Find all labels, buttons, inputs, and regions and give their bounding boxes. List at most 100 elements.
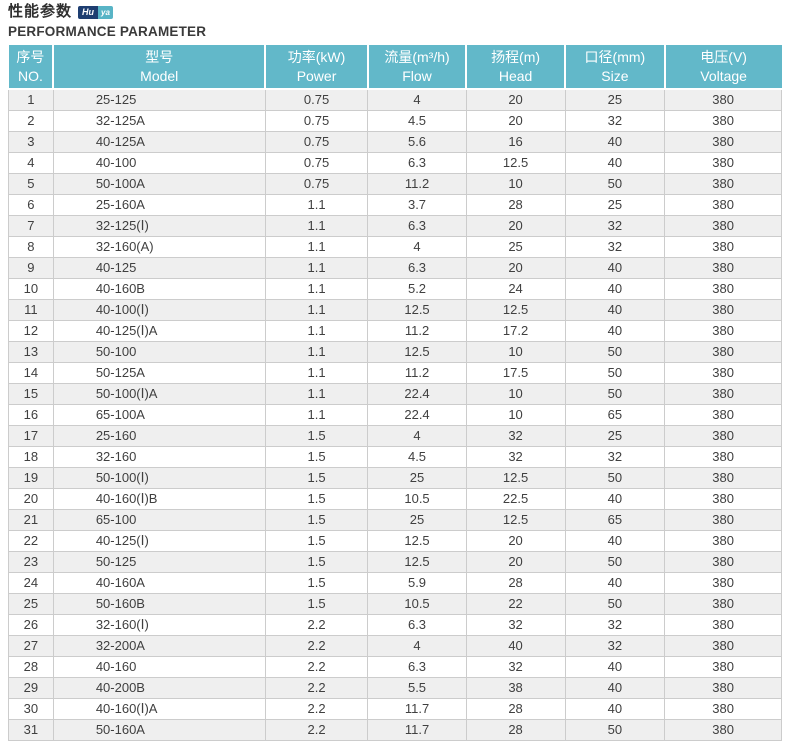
cell-no: 17 [8,424,54,447]
cell-no: 16 [8,403,54,426]
cell-power: 0.75 [264,130,369,153]
section-title-row: 性能参数 Hu ya [8,2,782,22]
table-row: 15 50-100(Ⅰ)A 1.1 22.4 10 50 380 [8,382,782,405]
col-header-power-en: Power [296,67,337,84]
cell-no: 1 [8,88,54,111]
cell-power: 2.2 [264,613,369,636]
cell-no: 12 [8,319,54,342]
cell-power: 2.2 [264,655,369,678]
cell-power: 1.5 [264,571,369,594]
cell-voltage: 380 [664,172,782,195]
col-header-voltage-en: Voltage [700,67,747,84]
cell-head: 38 [465,676,566,699]
cell-no: 24 [8,571,54,594]
cell-voltage: 380 [664,592,782,615]
cell-voltage: 380 [664,466,782,489]
col-header-no-en: NO. [17,67,43,84]
cell-head: 20 [465,529,566,552]
cell-head: 32 [465,613,566,636]
table-row: 17 25-160 1.5 4 32 25 380 [8,424,782,447]
cell-head: 12.5 [465,151,566,174]
cell-head: 28 [465,718,566,741]
performance-table: 序号 NO. 型号 Model 功率(kW) Power 流量(m³/h) Fl… [8,45,782,741]
col-header-model-cn: 型号 [145,48,174,65]
cell-voltage: 380 [664,277,782,300]
cell-no: 21 [8,508,54,531]
cell-voltage: 380 [664,88,782,111]
cell-flow: 4.5 [367,109,467,132]
cell-head: 12.5 [465,466,566,489]
cell-no: 31 [8,718,54,741]
cell-voltage: 380 [664,151,782,174]
cell-model: 40-200B [52,676,266,699]
cell-voltage: 380 [664,319,782,342]
cell-flow: 4 [367,634,467,657]
col-header-head-cn: 扬程(m) [491,48,541,65]
cell-size: 50 [564,718,666,741]
table-row: 30 40-160(Ⅰ)A 2.2 11.7 28 40 380 [8,697,782,720]
cell-power: 1.5 [264,487,369,510]
cell-head: 20 [465,88,566,111]
cell-power: 1.5 [264,529,369,552]
table-row: 6 25-160A 1.1 3.7 28 25 380 [8,193,782,216]
header-row: 序号 NO. 型号 Model 功率(kW) Power 流量(m³/h) Fl… [8,45,782,90]
cell-no: 3 [8,130,54,153]
cell-no: 8 [8,235,54,258]
cell-head: 10 [465,403,566,426]
cell-head: 28 [465,193,566,216]
cell-power: 0.75 [264,109,369,132]
cell-voltage: 380 [664,550,782,573]
cell-voltage: 380 [664,361,782,384]
cell-model: 40-160(Ⅰ)B [52,487,266,510]
cell-size: 50 [564,340,666,363]
cell-size: 32 [564,109,666,132]
cell-model: 25-160A [52,193,266,216]
cell-flow: 25 [367,508,467,531]
cell-power: 2.2 [264,697,369,720]
col-header-voltage-cn: 电压(V) [700,48,747,65]
table-row: 26 32-160(Ⅰ) 2.2 6.3 32 32 380 [8,613,782,636]
cell-size: 32 [564,445,666,468]
cell-flow: 5.2 [367,277,467,300]
cell-flow: 6.3 [367,655,467,678]
brand-logo: Hu ya [78,5,113,19]
cell-size: 65 [564,403,666,426]
cell-flow: 3.7 [367,193,467,216]
cell-power: 2.2 [264,634,369,657]
cell-power: 1.5 [264,550,369,573]
col-header-head: 扬程(m) Head [466,45,567,90]
cell-size: 25 [564,424,666,447]
table-row: 27 32-200A 2.2 4 40 32 380 [8,634,782,657]
cell-voltage: 380 [664,109,782,132]
cell-flow: 11.2 [367,361,467,384]
cell-no: 9 [8,256,54,279]
cell-voltage: 380 [664,676,782,699]
cell-model: 50-100A [52,172,266,195]
cell-no: 30 [8,697,54,720]
cell-no: 6 [8,193,54,216]
logo-hu-badge: Hu [78,5,99,19]
cell-voltage: 380 [664,214,782,237]
cell-power: 0.75 [264,172,369,195]
cell-no: 5 [8,172,54,195]
cell-flow: 6.3 [367,214,467,237]
table-row: 4 40-100 0.75 6.3 12.5 40 380 [8,151,782,174]
cell-power: 1.1 [264,193,369,216]
cell-flow: 12.5 [367,340,467,363]
cell-flow: 6.3 [367,151,467,174]
cell-model: 40-125(Ⅰ) [52,529,266,552]
table-row: 13 50-100 1.1 12.5 10 50 380 [8,340,782,363]
cell-no: 19 [8,466,54,489]
cell-voltage: 380 [664,487,782,510]
cell-power: 1.1 [264,277,369,300]
cell-no: 29 [8,676,54,699]
cell-size: 50 [564,361,666,384]
cell-voltage: 380 [664,298,782,321]
cell-voltage: 380 [664,256,782,279]
cell-voltage: 380 [664,340,782,363]
table-row: 19 50-100(Ⅰ) 1.5 25 12.5 50 380 [8,466,782,489]
cell-flow: 5.6 [367,130,467,153]
table-row: 28 40-160 2.2 6.3 32 40 380 [8,655,782,678]
table-row: 11 40-100(Ⅰ) 1.1 12.5 12.5 40 380 [8,298,782,321]
cell-size: 40 [564,151,666,174]
